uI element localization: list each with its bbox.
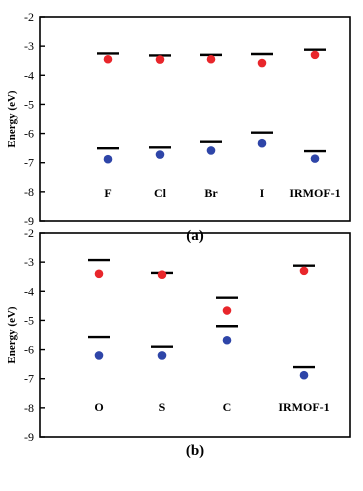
energy-dot-mark [310,154,320,163]
y-tick-label: -4 [24,68,34,82]
category-label: F [104,186,111,200]
category-label: Cl [154,186,167,200]
y-tick-label: -6 [24,343,34,357]
y-tick-label: -7 [24,372,34,386]
category-label: IRMOF-1 [278,400,329,414]
energy-dot-mark [157,270,167,279]
energy-dot-mark [299,370,309,380]
y-tick-label: -2 [24,226,34,240]
energy-dot-mark [155,150,165,159]
y-axis-label: Energy (eV) [6,306,18,363]
category-label: C [223,400,232,414]
plot-frame [39,16,351,222]
panel-label: (b) [186,443,204,459]
y-tick-label: -9 [24,430,34,444]
category-label: IRMOF-1 [289,186,340,200]
category-label: I [260,186,265,200]
energy-dot-mark [155,55,165,64]
y-tick-label: -6 [24,127,34,141]
energy-dot-mark [299,266,309,276]
energy-dot-mark [310,50,320,60]
chart-panel-1: -2 -3 -4 -5 -6 -7 -8 -9 Energy (eV) F Cl Br I IRMOF-1… [6,10,351,244]
y-axis-label: Energy (eV) [6,90,18,147]
energy-dot-mark [206,54,216,64]
energy-dot-mark [257,138,267,148]
y-tick-label: -9 [24,214,34,228]
y-tick-label: -7 [24,156,34,170]
y-tick-label: -8 [24,401,34,415]
y-tick-label: -3 [24,255,34,269]
category-label: O [94,400,103,414]
energy-dot-mark [94,351,104,360]
y-tick-label: -3 [24,39,34,53]
category-label: S [159,400,166,414]
panel-label: (a) [186,228,204,244]
energy-dot-mark [94,269,104,279]
y-tick-label: -5 [24,313,34,327]
y-tick-label: -4 [24,284,34,298]
energy-dot-mark [222,335,232,345]
energy-dot-mark [103,54,113,64]
energy-dot-mark [257,58,267,68]
category-label: Br [204,186,218,200]
chart-panel-2: -2 -3 -4 -5 -6 -7 -8 -9 Energy (eV) O S C IRMOF-1 (b) [6,226,351,459]
plot-frame [39,232,351,438]
y-tick-label: -2 [24,10,34,24]
y-tick-label: -8 [24,185,34,199]
energy-dot-mark [222,306,232,315]
energy-dot-mark [103,154,113,164]
energy-dot-mark [206,146,216,155]
y-tick-label: -5 [24,97,34,111]
energy-dot-mark [157,351,167,360]
